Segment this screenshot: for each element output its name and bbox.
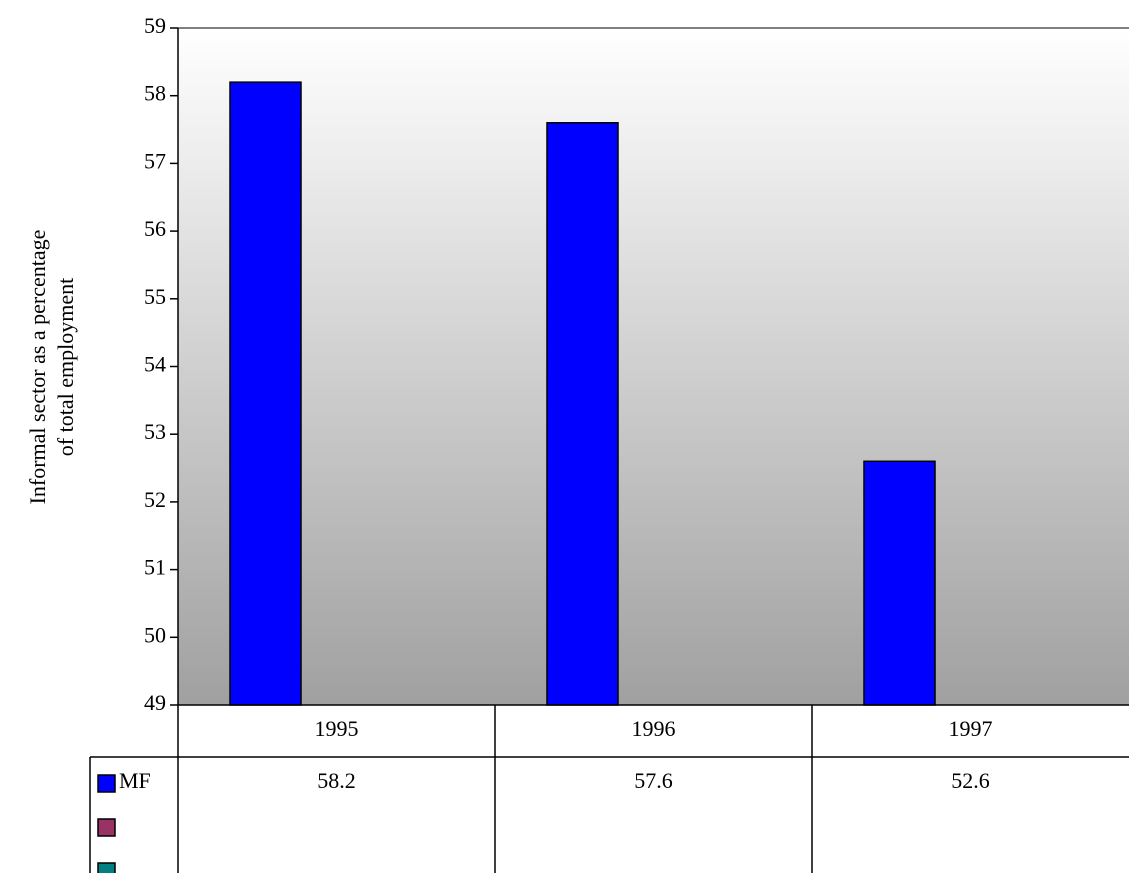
data-label: 58.2 (317, 768, 356, 793)
y-tick-label: 58 (144, 81, 166, 106)
plot-area (178, 28, 1129, 705)
bar (546, 122, 619, 706)
y-axis-title-line: of total employment (53, 278, 78, 456)
y-tick-label: 59 (144, 13, 166, 38)
y-tick-label: 51 (144, 555, 166, 580)
bar (229, 81, 302, 706)
legend-key (97, 774, 116, 793)
data-label: 57.6 (634, 768, 673, 793)
y-axis-title: Informal sector as a percentage of total … (25, 230, 78, 505)
x-tick-label: 1997 (949, 716, 993, 741)
y-tick-label: 54 (144, 352, 166, 377)
y-tick-label: 52 (144, 487, 166, 512)
y-tick-label: 50 (144, 622, 166, 647)
y-tick-label: 56 (144, 216, 166, 241)
bar (863, 460, 936, 706)
data-label: 52.6 (951, 768, 990, 793)
x-tick-label: 1996 (632, 716, 676, 741)
y-tick-label: 49 (144, 690, 166, 715)
y-axis-title-line: Informal sector as a percentage (25, 230, 50, 505)
y-tick-label: 55 (144, 284, 166, 309)
y-tick-label: 53 (144, 419, 166, 444)
legend-key (97, 818, 116, 837)
x-tick-label: 1995 (315, 716, 359, 741)
legend-key (97, 862, 116, 873)
y-tick-label: 57 (144, 148, 166, 173)
legend-label: MF (119, 768, 151, 793)
